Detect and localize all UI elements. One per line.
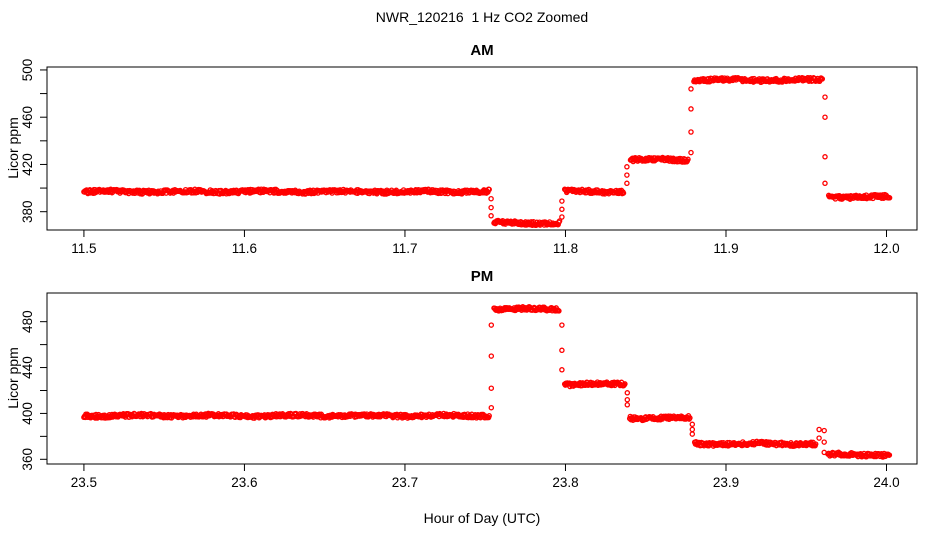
pm-plot-frame: [46, 292, 918, 465]
am-panel-title: AM: [470, 42, 494, 59]
pm-y-tick-label: 360: [20, 448, 35, 471]
pm-x-tick-label: 23.9: [713, 475, 739, 490]
am-x-axis: 11.5 11.6 11.7 11.8 11.9 12.0: [71, 230, 900, 256]
am-x-tick-label: 11.8: [553, 241, 578, 256]
am-x-tick-label: 12.0: [873, 241, 899, 256]
pm-x-tick-label: 23.5: [71, 475, 97, 490]
figure-title: NWR_120216 1 Hz CO2 Zoomed: [375, 9, 589, 25]
am-plot-frame: [46, 66, 918, 231]
pm-x-tick-label: 23.7: [392, 475, 418, 490]
pm-y-tick-label: 400: [20, 402, 35, 425]
pm-x-tick-label: 24.0: [873, 475, 899, 490]
pm-x-tick-label: 23.8: [552, 475, 578, 490]
pm-y-tick-label: 440: [20, 356, 35, 379]
pm-x-axis: 23.5 23.6 23.7 23.8 23.9 24.0: [71, 464, 900, 490]
pm-panel-title: PM: [470, 268, 494, 285]
am-y-tick-label: 420: [20, 153, 35, 176]
pm-x-tick-label: 23.6: [231, 475, 257, 490]
am-data-points: [81, 74, 893, 229]
am-x-tick-label: 11.9: [713, 241, 738, 256]
am-x-tick-label: 11.6: [232, 241, 257, 256]
pm-y-tick-label: 480: [20, 310, 35, 333]
am-plot: 11.5 11.6 11.7 11.8 11.9 12.0 380 420 460 500: [20, 59, 918, 256]
x-axis-label: Hour of Day (UTC): [423, 510, 541, 526]
pm-data-points: [81, 304, 893, 460]
am-y-tick-label: 460: [20, 106, 35, 129]
am-x-tick-label: 11.5: [71, 241, 96, 256]
am-y-tick-label: 500: [20, 59, 35, 82]
am-y-tick-label: 380: [20, 200, 35, 223]
pm-plot: 23.5 23.6 23.7 23.8 23.9 24.0 360 400 440 480: [20, 292, 918, 490]
am-y-axis: 380 420 460 500: [20, 59, 47, 223]
pm-y-axis: 360 400 440 480: [20, 310, 47, 471]
am-x-tick-label: 11.7: [392, 241, 417, 256]
